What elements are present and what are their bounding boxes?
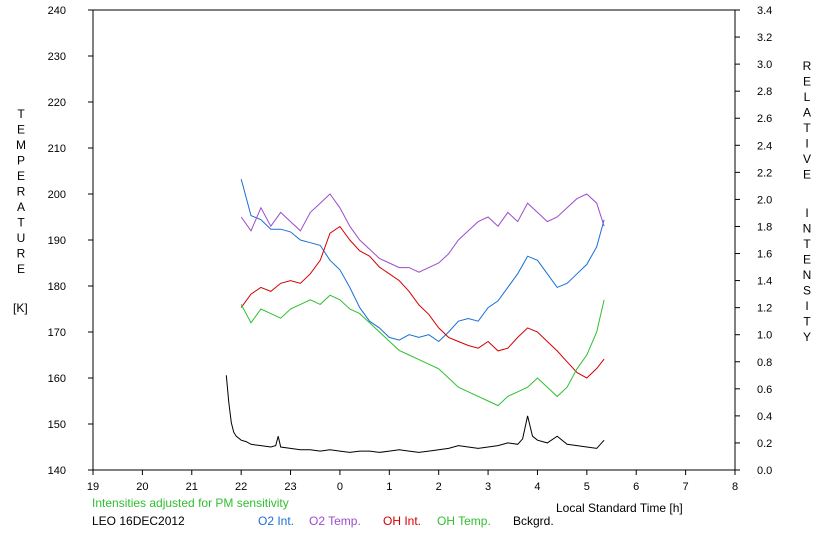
legend: O2 Int. O2 Temp. OH Int. OH Temp. Bckgrd. [258, 514, 554, 528]
left-tick-label: 210 [48, 143, 66, 155]
left-axis-ticks: 240 230 220 210 200 190 180 170 160 150 140 [48, 5, 93, 477]
right-tick-label: 3.4 [757, 5, 772, 17]
right-axis-letter: I [805, 137, 808, 151]
right-tick-label: 0.8 [757, 357, 772, 369]
right-axis-letter: S [803, 284, 811, 298]
left-axis-letter: E [17, 123, 25, 137]
right-tick-label: 1.4 [757, 276, 772, 288]
legend-entry: OH Temp. [437, 514, 491, 528]
left-axis-letter: E [17, 169, 25, 183]
x-tick-label: 20 [136, 481, 148, 493]
right-axis-letter: N [803, 268, 812, 282]
right-axis-letter: N [803, 222, 812, 236]
right-axis-letter: E [803, 168, 811, 182]
left-tick-label: 170 [48, 327, 66, 339]
left-tick-label: 220 [48, 97, 66, 109]
left-axis-letter: A [17, 200, 25, 214]
right-axis-letter: T [803, 237, 811, 251]
series-line-o2-int [240, 178, 605, 343]
series-line-bckgrd [225, 375, 605, 453]
left-tick-label: 180 [48, 281, 66, 293]
left-tick-label: 140 [48, 465, 66, 477]
x-axis-label: Local Standard Time [h] [556, 501, 683, 515]
left-axis-letter: M [16, 138, 26, 152]
chart-caption: LEO 16DEC2012 [92, 514, 185, 528]
left-tick-label: 160 [48, 373, 66, 385]
right-tick-label: 1.8 [757, 221, 772, 233]
x-tick-label: 2 [436, 481, 442, 493]
left-axis-letter: R [17, 185, 26, 199]
left-axis-letter: P [17, 154, 25, 168]
x-tick-label: 22 [235, 481, 247, 493]
left-tick-label: 230 [48, 51, 66, 63]
right-tick-label: 1.6 [757, 249, 772, 261]
left-tick-label: 190 [48, 235, 66, 247]
right-axis-letter: R [803, 59, 812, 73]
right-axis-letter: A [803, 106, 811, 120]
series-line-oh-temp [240, 294, 605, 407]
legend-entry: O2 Int. [258, 514, 294, 528]
left-tick-label: 150 [48, 419, 66, 431]
series-line-oh-int [240, 225, 605, 379]
right-axis-ticks: 3.4 3.2 3.0 2.8 2.6 2.4 2.2 2.0 1.8 1.6 1.4 1.2 1.0 0… [735, 5, 772, 477]
right-tick-label: 1.0 [757, 330, 772, 342]
legend-entry: OH Int. [383, 514, 421, 528]
right-axis-letter: I [805, 206, 808, 220]
right-tick-label: 0.4 [757, 411, 772, 423]
right-axis-letter: T [803, 315, 811, 329]
left-tick-label: 240 [48, 5, 66, 17]
x-tick-label: 3 [485, 481, 491, 493]
right-tick-label: 1.2 [757, 303, 772, 315]
right-axis-letter: E [803, 253, 811, 267]
left-axis-letter: R [17, 247, 26, 261]
right-axis-letter: T [803, 121, 811, 135]
right-tick-label: 3.0 [757, 59, 772, 71]
x-tick-label: 8 [732, 481, 738, 493]
x-tick-label: 6 [633, 481, 639, 493]
right-tick-label: 0.0 [757, 465, 772, 477]
x-tick-label: 5 [584, 481, 590, 493]
right-tick-label: 2.2 [757, 167, 772, 179]
series-lines [225, 178, 605, 453]
left-axis-letter: T [17, 107, 25, 121]
legend-entry: Bckgrd. [513, 514, 554, 528]
right-tick-label: 2.4 [757, 140, 772, 152]
right-tick-label: 2.6 [757, 113, 772, 125]
right-axis-letter: L [804, 90, 811, 104]
left-axis-letter: T [17, 216, 25, 230]
left-axis-letter: U [17, 231, 26, 245]
left-axis-letter: E [17, 262, 25, 276]
sensitivity-note: Intensities adjusted for PM sensitivity [92, 496, 289, 510]
left-axis-unit: [K] [13, 301, 28, 315]
right-tick-label: 2.0 [757, 194, 772, 206]
series-line-o2-temp [240, 193, 605, 273]
left-tick-label: 200 [48, 189, 66, 201]
right-tick-label: 0.6 [757, 384, 772, 396]
right-axis-letter: E [803, 75, 811, 89]
x-tick-label: 21 [186, 481, 198, 493]
right-axis-letter: Y [803, 330, 811, 344]
plot-frame [92, 9, 736, 471]
right-tick-label: 2.8 [757, 86, 772, 98]
x-tick-label: 0 [337, 481, 343, 493]
x-tick-label: 7 [683, 481, 689, 493]
right-tick-label: 3.2 [757, 32, 772, 44]
x-axis-ticks: 19 20 21 22 23 0 1 2 3 4 5 6 7 8 [87, 470, 738, 493]
right-axis-letter: V [803, 152, 811, 166]
x-tick-label: 1 [386, 481, 392, 493]
x-tick-label: 4 [534, 481, 540, 493]
right-axis-letter: I [805, 299, 808, 313]
legend-entry: O2 Temp. [309, 514, 361, 528]
x-tick-label: 19 [87, 481, 99, 493]
x-tick-label: 23 [284, 481, 296, 493]
right-tick-label: 0.2 [757, 438, 772, 450]
